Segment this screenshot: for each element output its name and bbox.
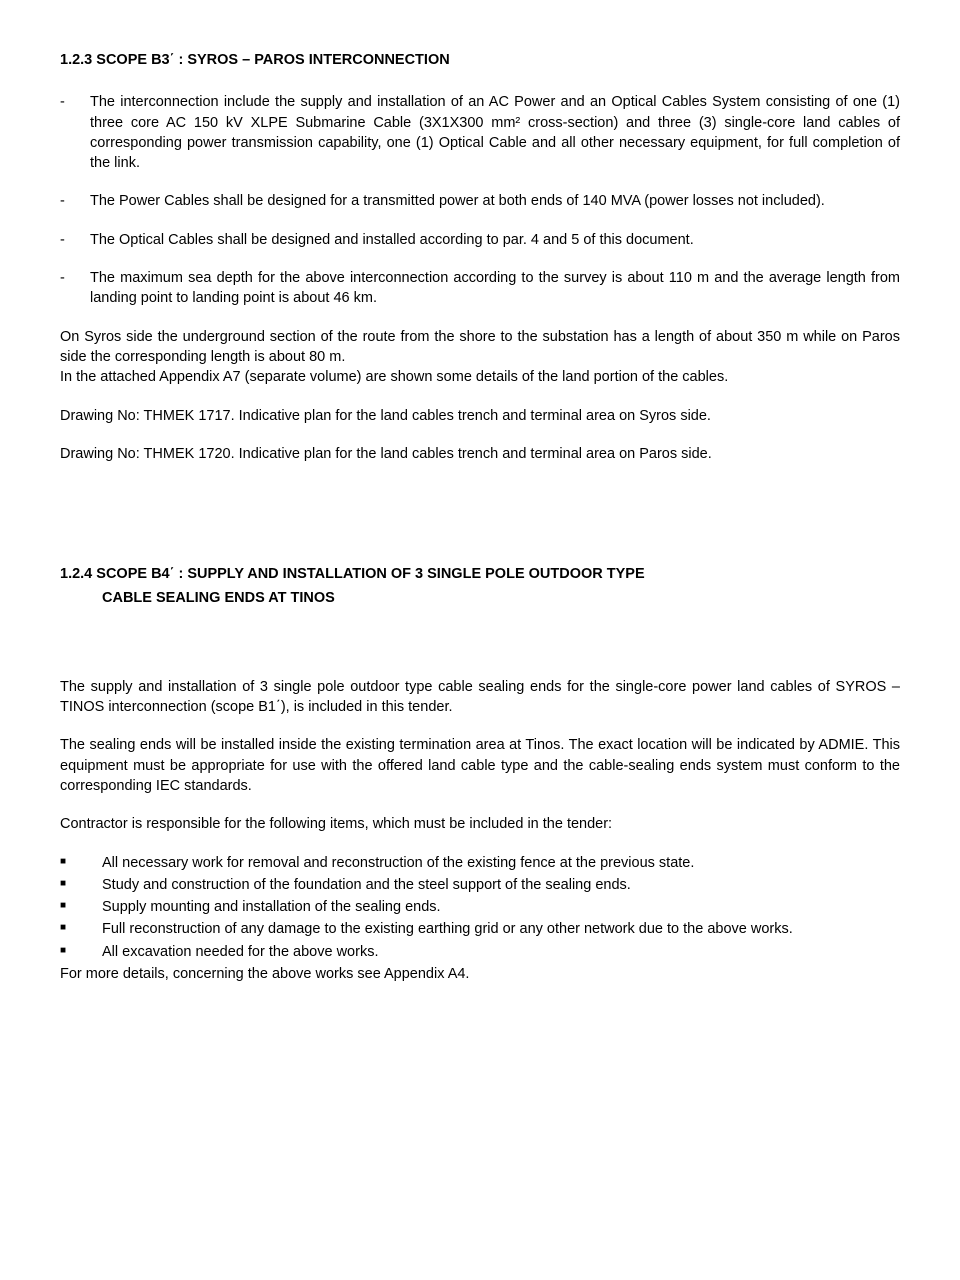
list-item: ■ Study and construction of the foundati… [60,875,900,895]
bullet-text: The maximum sea depth for the above inte… [90,268,900,309]
paragraph: The supply and installation of 3 single … [60,677,900,718]
section-heading-b4-line1: 1.2.4 SCOPE Β4΄ : SUPPLY AND INSTALLATIO… [60,564,900,584]
bullet-text: The Optical Cables shall be designed and… [90,230,900,250]
bullet-dash: - [60,230,90,250]
bullet-dash: - [60,92,90,173]
square-bullet-icon: ■ [60,919,102,939]
bullet-text: The Power Cables shall be designed for a… [90,191,900,211]
bullet-item: - The Optical Cables shall be designed a… [60,230,900,250]
paragraph: Drawing No: THMEK 1717. Indicative plan … [60,406,900,426]
square-bullet-icon: ■ [60,897,102,917]
bullet-item: - The Power Cables shall be designed for… [60,191,900,211]
bullet-item: - The interconnection include the supply… [60,92,900,173]
paragraph: Drawing No: THMEK 1720. Indicative plan … [60,444,900,464]
bullet-dash: - [60,268,90,309]
square-bullet-list: ■ All necessary work for removal and rec… [60,853,900,962]
list-item-text: Full reconstruction of any damage to the… [102,919,900,939]
square-bullet-icon: ■ [60,875,102,895]
bullet-text: The interconnection include the supply a… [90,92,900,173]
paragraph: Contractor is responsible for the follow… [60,814,900,834]
paragraph: On Syros side the underground section of… [60,327,900,368]
paragraph: The sealing ends will be installed insid… [60,735,900,796]
bullet-item: - The maximum sea depth for the above in… [60,268,900,309]
section-heading-b4-line2: CABLE SEALING ENDS AT TINOS [60,588,900,608]
list-item: ■ All excavation needed for the above wo… [60,942,900,962]
square-bullet-icon: ■ [60,942,102,962]
list-item-text: All necessary work for removal and recon… [102,853,900,873]
paragraph: For more details, concerning the above w… [60,964,900,984]
list-item-text: All excavation needed for the above work… [102,942,900,962]
list-item-text: Supply mounting and installation of the … [102,897,900,917]
bullet-dash: - [60,191,90,211]
list-item-text: Study and construction of the foundation… [102,875,900,895]
list-item: ■ All necessary work for removal and rec… [60,853,900,873]
section-heading-b3: 1.2.3 SCOPE Β3΄ : SYROS – PAROS INTERCON… [60,50,900,70]
paragraph: In the attached Appendix A7 (separate vo… [60,367,900,387]
list-item: ■ Supply mounting and installation of th… [60,897,900,917]
list-item: ■ Full reconstruction of any damage to t… [60,919,900,939]
square-bullet-icon: ■ [60,853,102,873]
